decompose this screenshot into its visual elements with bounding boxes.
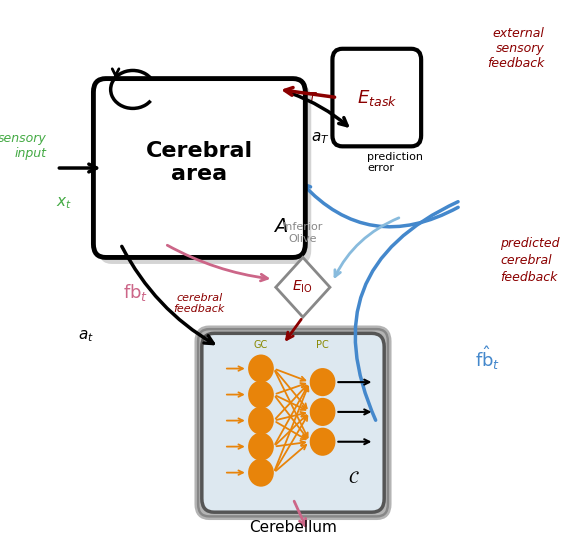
Text: PC: PC (316, 340, 329, 350)
Text: Cerebral
area: Cerebral area (146, 141, 253, 184)
Text: $a_t$: $a_t$ (78, 328, 94, 344)
FancyArrowPatch shape (276, 445, 306, 471)
FancyArrowPatch shape (276, 370, 305, 381)
FancyBboxPatch shape (99, 85, 311, 264)
FancyArrowPatch shape (168, 245, 268, 281)
Text: sensory
input: sensory input (0, 132, 46, 160)
FancyArrowPatch shape (227, 470, 243, 475)
Circle shape (311, 399, 335, 425)
Circle shape (249, 434, 273, 460)
Text: GC: GC (254, 340, 268, 350)
FancyBboxPatch shape (202, 333, 384, 512)
FancyArrowPatch shape (276, 422, 306, 440)
FancyArrowPatch shape (276, 397, 307, 438)
FancyArrowPatch shape (294, 501, 306, 526)
Text: $x_t$: $x_t$ (56, 195, 72, 211)
FancyArrowPatch shape (227, 444, 243, 449)
Text: Inferior
Olive: Inferior Olive (282, 222, 323, 244)
FancyBboxPatch shape (332, 49, 421, 146)
FancyBboxPatch shape (93, 79, 305, 257)
Circle shape (249, 460, 273, 486)
Text: predicted
cerebral
feedback: predicted cerebral feedback (500, 237, 560, 283)
FancyArrowPatch shape (338, 409, 369, 415)
Text: $\hat{\mathrm{fb}}_t$: $\hat{\mathrm{fb}}_t$ (475, 344, 501, 372)
FancyArrowPatch shape (227, 418, 243, 423)
Text: $E_{task}$: $E_{task}$ (357, 88, 397, 107)
FancyArrowPatch shape (275, 386, 308, 470)
Text: $\mathrm{fb}_T$: $\mathrm{fb}_T$ (292, 82, 319, 102)
Text: $A$: $A$ (273, 217, 288, 236)
Text: $\mathrm{fb}_t$: $\mathrm{fb}_t$ (123, 282, 148, 303)
FancyArrowPatch shape (335, 218, 399, 276)
FancyArrowPatch shape (291, 93, 347, 126)
Circle shape (311, 429, 335, 455)
Circle shape (249, 356, 273, 382)
FancyArrowPatch shape (285, 88, 335, 97)
FancyArrowPatch shape (355, 202, 458, 420)
Text: $\mathcal{C}$: $\mathcal{C}$ (348, 469, 359, 487)
Text: prediction
error: prediction error (367, 152, 423, 173)
FancyArrowPatch shape (286, 319, 301, 339)
FancyArrowPatch shape (275, 386, 307, 444)
FancyBboxPatch shape (197, 328, 389, 518)
FancyArrowPatch shape (277, 441, 305, 446)
Text: $E_{\mathrm{IO}}$: $E_{\mathrm{IO}}$ (293, 279, 313, 295)
Text: cerebral
feedback: cerebral feedback (174, 293, 225, 314)
FancyArrowPatch shape (302, 184, 458, 227)
FancyArrowPatch shape (338, 379, 369, 385)
Circle shape (249, 408, 273, 434)
Text: external
sensory
feedback: external sensory feedback (487, 27, 544, 70)
FancyArrowPatch shape (227, 392, 243, 397)
FancyArrowPatch shape (276, 371, 307, 408)
FancyArrowPatch shape (276, 415, 306, 444)
Text: $a_T$: $a_T$ (311, 130, 329, 146)
Polygon shape (276, 257, 330, 317)
Circle shape (249, 382, 273, 408)
FancyArrowPatch shape (276, 396, 306, 410)
Text: Cerebellum: Cerebellum (249, 520, 337, 535)
FancyArrowPatch shape (122, 247, 213, 344)
FancyArrowPatch shape (275, 416, 307, 470)
FancyArrowPatch shape (276, 385, 306, 418)
FancyArrowPatch shape (276, 383, 305, 393)
FancyArrowPatch shape (275, 371, 308, 437)
FancyArrowPatch shape (276, 412, 305, 420)
FancyArrowPatch shape (338, 439, 369, 444)
Circle shape (311, 369, 335, 395)
FancyArrowPatch shape (227, 366, 243, 371)
